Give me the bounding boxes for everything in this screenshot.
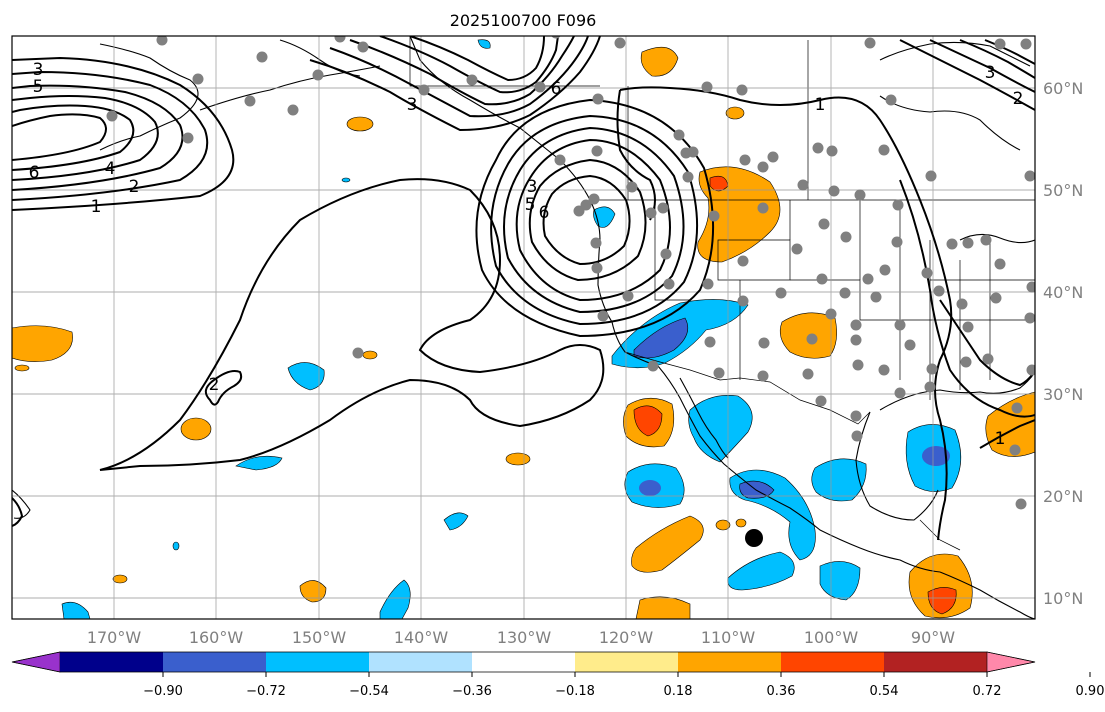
contour-label: 6	[29, 163, 40, 183]
x-tick-label: 130°W	[497, 628, 552, 647]
colorbar-outline	[11, 651, 1036, 673]
x-tick-label: 110°W	[701, 628, 756, 647]
contour-label: 3	[527, 177, 538, 197]
colorbar-segment	[884, 652, 988, 672]
x-tick-label: 140°W	[394, 628, 449, 647]
colorbar-tick-label: 0.54	[870, 684, 899, 699]
x-tick-label: 90°W	[911, 628, 955, 647]
colorbar-segment	[266, 652, 370, 672]
colorbar-segment	[163, 652, 267, 672]
station-markers	[106, 36, 1035, 510]
contour-labels: 1 2 3 4 5 6 2 1 3 6 3 5 6 1 3 2	[29, 60, 1024, 449]
coastlines	[12, 36, 1035, 619]
x-tick-label: 100°W	[804, 628, 859, 647]
contour-label: 1	[815, 95, 826, 115]
colorbar-extend-left	[11, 651, 61, 673]
contour-label: 5	[525, 195, 536, 215]
colorbar-tick-label: 0.90	[1076, 684, 1105, 699]
contour-label: 1	[995, 429, 1006, 449]
contour-label: 5	[33, 77, 44, 97]
contour-label: 6	[551, 79, 562, 99]
contour-lines	[12, 36, 1035, 541]
contour-label: 3	[985, 63, 996, 83]
colorbar-tick-label: 0.36	[767, 684, 796, 699]
contour-label: 6	[539, 203, 550, 223]
large-black-dot	[745, 529, 763, 547]
colorbar-segment	[781, 652, 885, 672]
x-tick-label: 160°W	[189, 628, 244, 647]
contour-label: 3	[407, 95, 418, 115]
colorbar-segment	[60, 652, 164, 672]
y-tick-label: 20°N	[1043, 487, 1083, 506]
colorbar-segment	[369, 652, 473, 672]
gridlines	[12, 36, 1035, 619]
x-tick-label: 170°W	[87, 628, 142, 647]
colorbar-tick-label: −0.54	[349, 684, 389, 699]
x-tick-label: 150°W	[292, 628, 347, 647]
y-tick-label: 40°N	[1043, 283, 1083, 302]
y-tick-label: 30°N	[1043, 385, 1083, 404]
colorbar-tick-label: −0.18	[555, 684, 595, 699]
colorbar-segment	[575, 652, 679, 672]
political-borders	[409, 36, 1035, 551]
longitude-tick-labels: 170°W 160°W 150°W 140°W 130°W 120°W 110°…	[87, 628, 955, 647]
colorbar-extend-right	[986, 651, 1036, 673]
colorbar-tick-label: −0.36	[452, 684, 492, 699]
colorbar-tick-label: 0.72	[973, 684, 1002, 699]
map-title: 2025100700 F096	[450, 11, 597, 30]
contour-label: 2	[1013, 89, 1024, 109]
latitude-tick-labels: 10°N 20°N 30°N 40°N 50°N 60°N	[1043, 79, 1083, 608]
y-tick-label: 50°N	[1043, 181, 1083, 200]
colorbar-segment	[678, 652, 782, 672]
contour-label: 2	[129, 177, 140, 197]
colorbar-tick-label: −0.72	[246, 684, 286, 699]
x-tick-label: 120°W	[599, 628, 654, 647]
colorbar-tick-label: 0.18	[664, 684, 693, 699]
y-tick-label: 10°N	[1043, 589, 1083, 608]
colorbar: −0.90 −0.72 −0.54 −0.36 −0.18 0.18 0.36 0.54 0.7…	[11, 651, 1105, 699]
y-tick-label: 60°N	[1043, 79, 1083, 98]
contour-label: 3	[33, 60, 44, 80]
contour-label: 2	[209, 375, 220, 395]
contour-label: 4	[105, 159, 116, 179]
colorbar-tick-label: −0.90	[143, 684, 183, 699]
contour-label: 1	[91, 197, 102, 217]
map-panel: 1 2 3 4 5 6 2 1 3 6 3 5 6 1 3 2	[11, 35, 1036, 620]
colorbar-segment	[472, 652, 576, 672]
